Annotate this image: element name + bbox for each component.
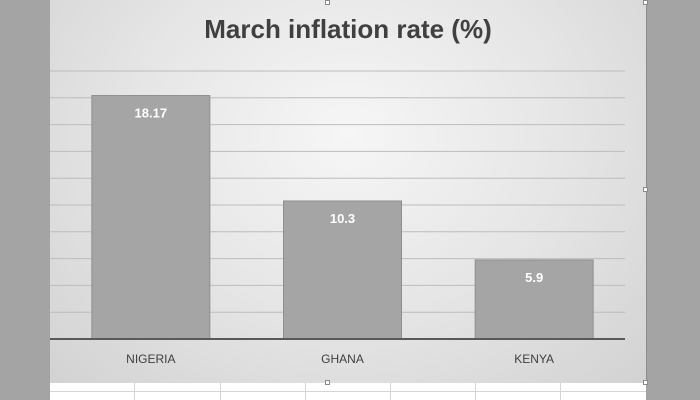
bar-chart-plot[interactable]: 18.17 NIGERIA 10.3 GHANA 5.9 KENYA xyxy=(50,0,646,383)
resize-handle-bottom-right[interactable] xyxy=(643,380,648,385)
window-right-edge xyxy=(646,0,700,400)
sheet-column-divider xyxy=(475,383,476,400)
category-label-nigeria: NIGERIA xyxy=(126,352,175,366)
sheet-row-divider xyxy=(50,391,646,392)
sheet-column-divider xyxy=(134,383,135,400)
sheet-column-divider xyxy=(305,383,306,400)
window-left-edge xyxy=(0,0,50,400)
chart-title: March inflation rate (%) xyxy=(204,14,492,44)
resize-handle-bottom[interactable] xyxy=(325,380,330,385)
sheet-column-divider xyxy=(220,383,221,400)
sheet-column-divider xyxy=(560,383,561,400)
data-label-nigeria: 18.17 xyxy=(135,106,168,121)
bar-nigeria[interactable] xyxy=(91,95,211,340)
spreadsheet-grid[interactable] xyxy=(50,383,646,400)
chart-area[interactable]: March inflation rate (%) 18.17 NIGERIA 10.… xyxy=(50,0,647,383)
category-label-kenya: KENYA xyxy=(514,352,554,366)
bar-ghana[interactable] xyxy=(283,200,402,340)
resize-handle-top-right[interactable] xyxy=(643,0,648,5)
sheet-column-divider xyxy=(390,383,391,400)
category-label-ghana: GHANA xyxy=(321,352,364,366)
resize-handle-right[interactable] xyxy=(643,187,648,192)
bar-kenya[interactable] xyxy=(474,259,594,340)
data-label-kenya: 5.9 xyxy=(525,270,543,285)
data-label-ghana: 10.3 xyxy=(330,211,355,226)
resize-handle-top[interactable] xyxy=(325,0,330,5)
